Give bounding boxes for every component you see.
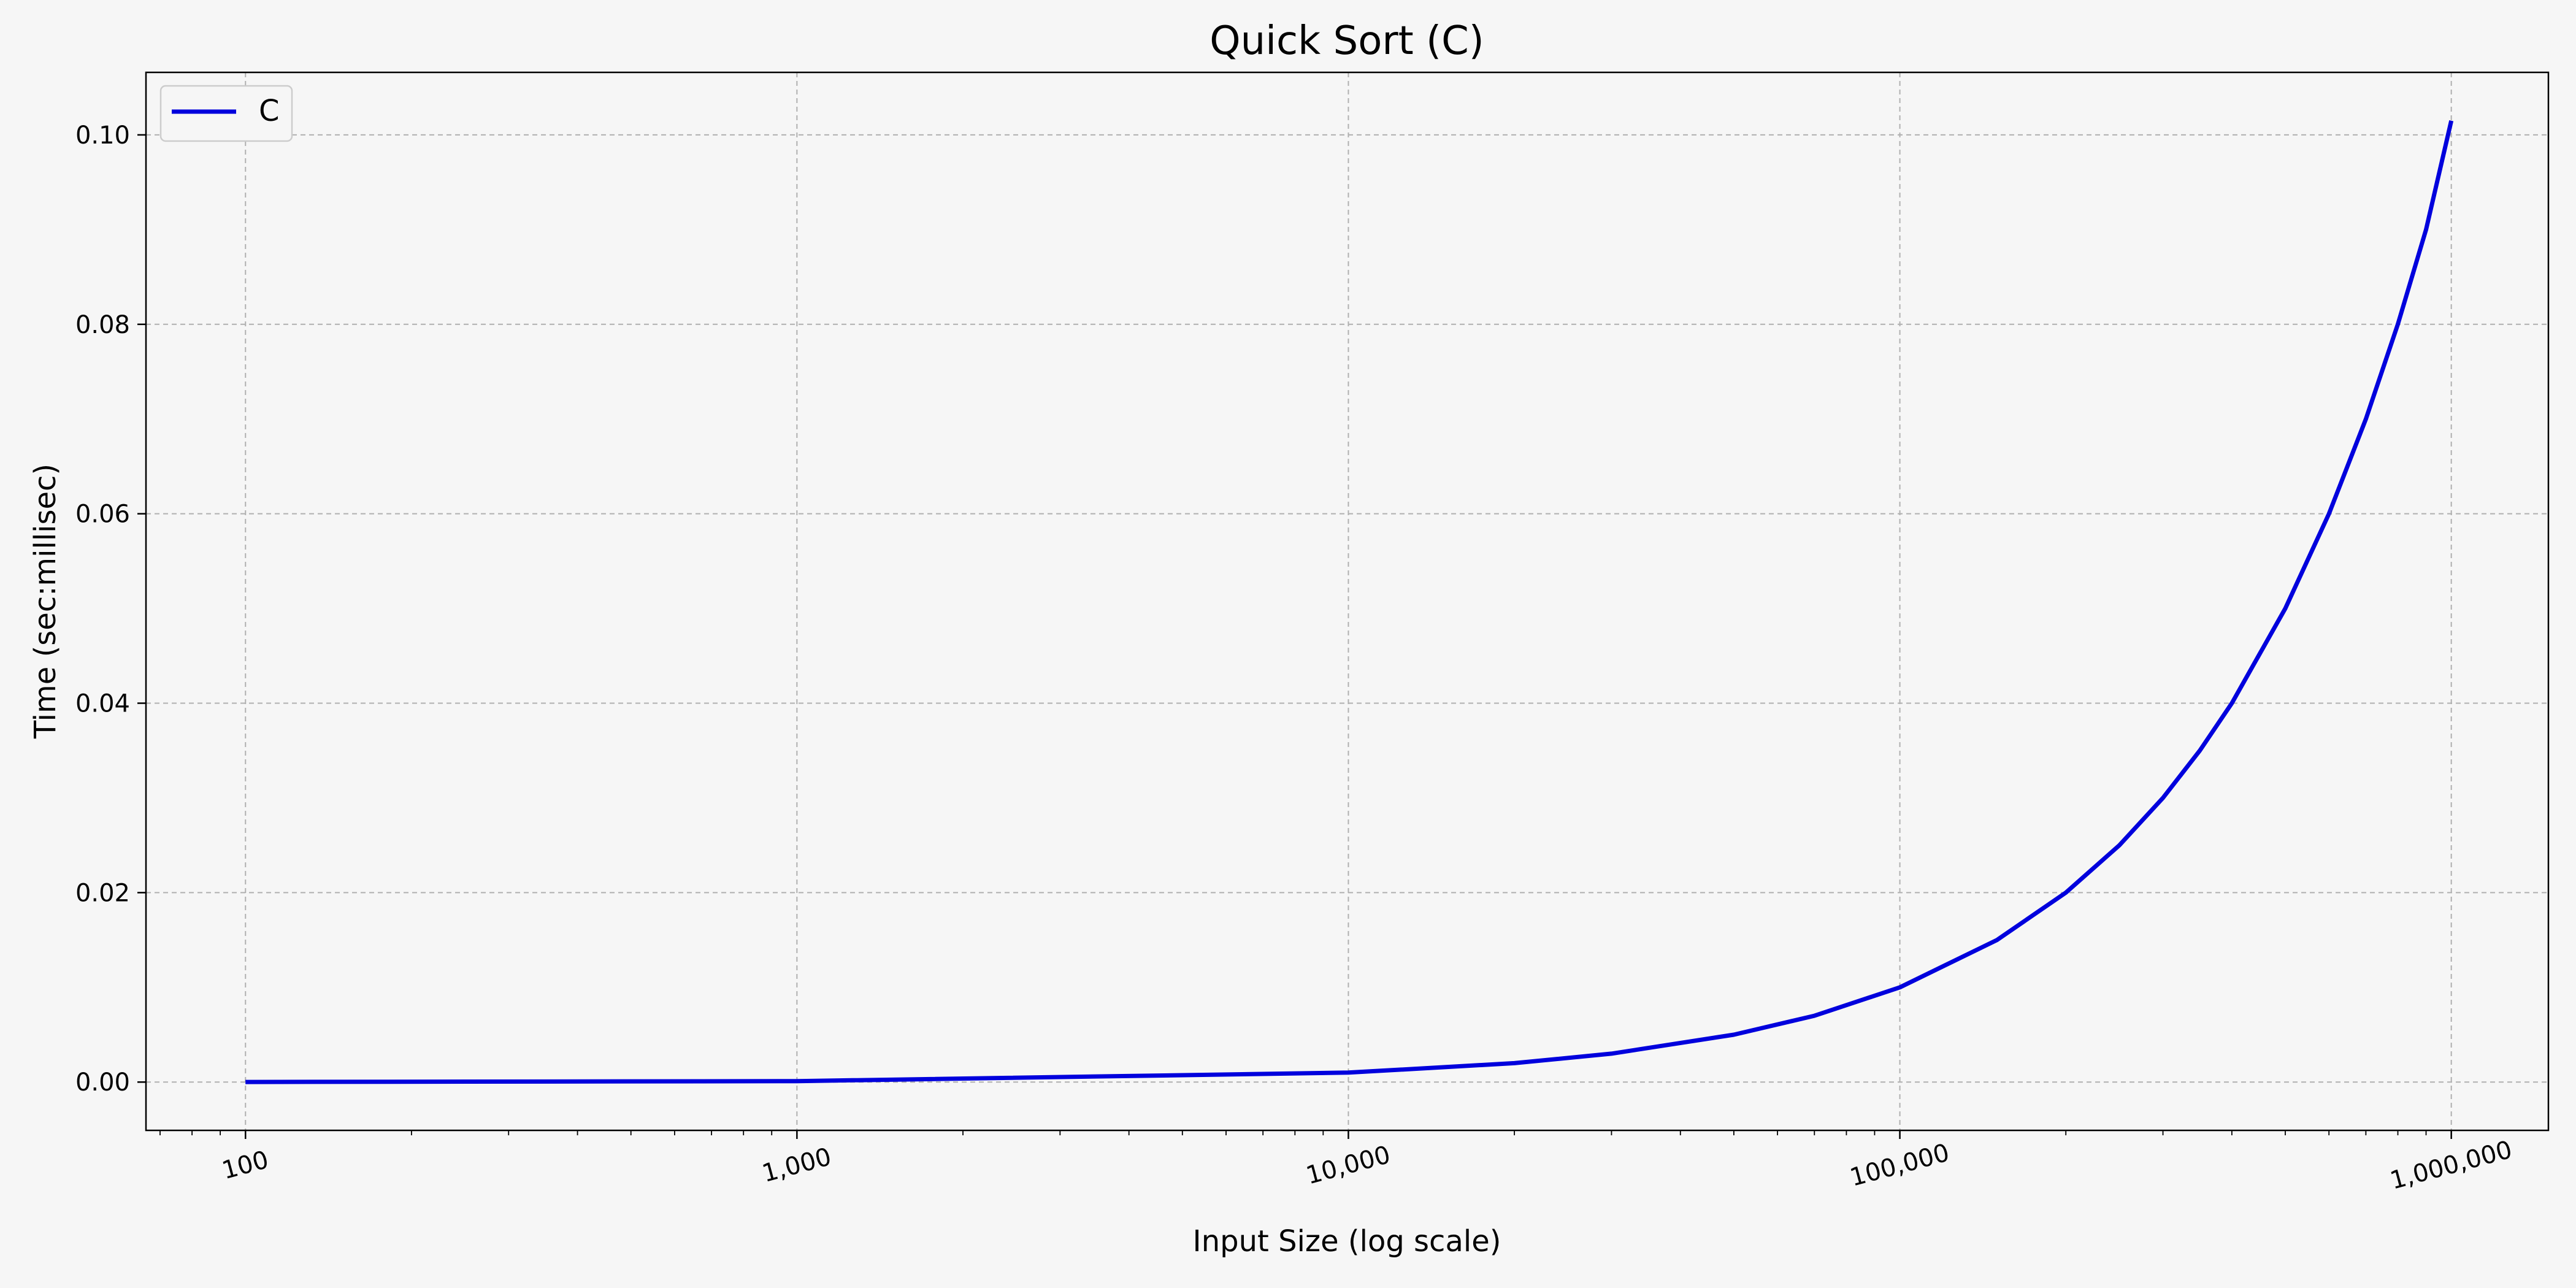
series-lines: [245, 120, 2454, 1084]
y-tick-label: 0.06: [75, 500, 130, 529]
legend-label-c: C: [259, 94, 280, 128]
chart-title: Quick Sort (C): [1209, 18, 1484, 64]
x-axis-label: Input Size (log scale): [1193, 1224, 1501, 1259]
y-tick-label: 0.08: [75, 311, 130, 339]
y-tick-label: 0.02: [75, 879, 130, 907]
plot-area: [146, 72, 2548, 1130]
legend[interactable]: C: [159, 85, 293, 142]
y-axis-label: Time (sec:millisec): [28, 464, 63, 739]
series-line-c: [245, 120, 2454, 1084]
y-tick-label: 0.10: [75, 121, 130, 150]
y-tick-label: 0.04: [75, 690, 130, 718]
y-tick-label: 0.00: [75, 1068, 130, 1097]
y-axis-ticks: 0.00 0.02 0.04 0.06 0.08 0.10: [75, 121, 146, 1097]
grid-lines: [146, 72, 2548, 1130]
plot-frame: [145, 71, 2550, 1132]
